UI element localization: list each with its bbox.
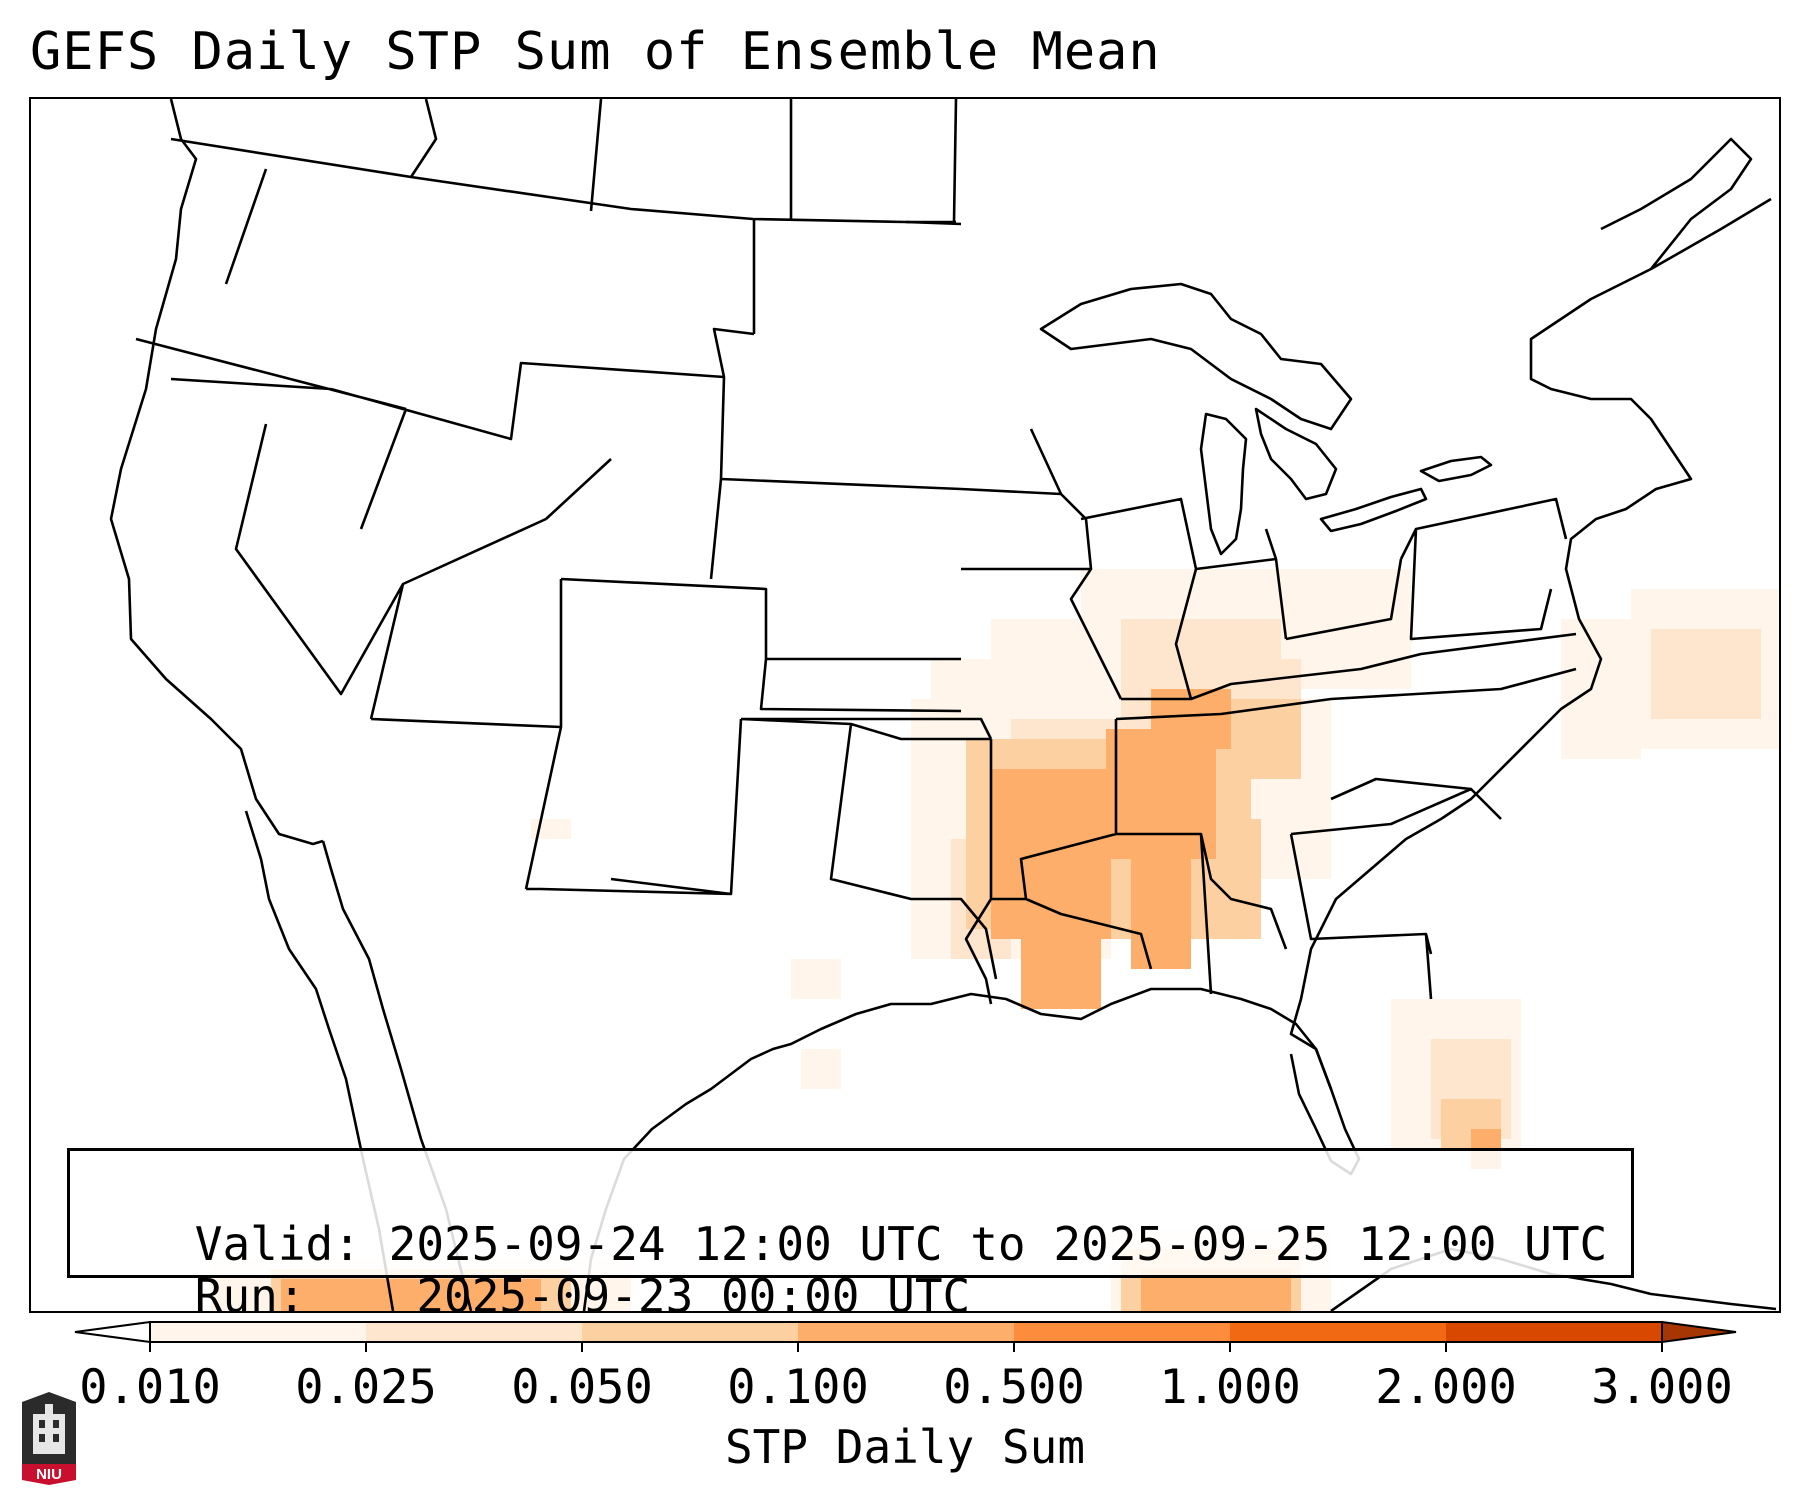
stp-cell	[991, 769, 1111, 939]
map-frame	[29, 97, 1781, 1313]
atlantic-coastline	[1289, 197, 1772, 1090]
colorbar-extend-high	[1661, 1320, 1737, 1344]
colorbar-tick-label: 0.010	[79, 1360, 221, 1415]
colorbar-extend-low	[74, 1320, 151, 1344]
stp-cell	[281, 1279, 541, 1311]
colorbar-tick-label: 2.000	[1375, 1360, 1517, 1415]
lake-huron	[1254, 407, 1338, 501]
colorbar-bin	[1446, 1322, 1663, 1342]
lake-ontario	[1419, 455, 1493, 483]
colorbar-tick-label: 3.000	[1591, 1360, 1733, 1415]
colorbar-tick-label: 0.500	[943, 1360, 1085, 1415]
valid-run-info-box: Valid: 2025-09-24 12:00 UTC to 2025-09-2…	[67, 1148, 1634, 1323]
colorbar-frame	[149, 1321, 1663, 1343]
colorbar-tick-label: 0.050	[511, 1360, 653, 1415]
lake-erie	[1319, 487, 1428, 533]
valid-value: 2025-09-24 12:00 UTC to 2025-09-25 12:00…	[388, 1217, 1608, 1271]
colorbar-bin	[150, 1322, 367, 1342]
colorbar-tick-label: 1.000	[1159, 1360, 1301, 1415]
colorbar-bin	[1014, 1322, 1231, 1342]
colorbar-segments	[74, 1320, 1737, 1352]
stp-cell	[1561, 619, 1641, 759]
run-label: Run:	[194, 1269, 306, 1323]
colorbar-label: STP Daily Sum	[724, 1420, 1086, 1474]
colorbar	[74, 1320, 1737, 1352]
stp-cell	[1131, 849, 1191, 969]
niu-logo: NIU	[19, 1390, 79, 1490]
stp-cell	[791, 959, 841, 999]
colorbar-tick-label: 0.100	[727, 1360, 869, 1415]
chart-title: GEFS Daily STP Sum of Ensemble Mean	[30, 22, 1161, 82]
colorbar-bin	[1230, 1322, 1447, 1342]
svg-text:NIU: NIU	[36, 1466, 62, 1483]
stp-cell	[1106, 729, 1216, 859]
colorbar-bin	[582, 1322, 799, 1342]
valid-label: Valid:	[194, 1217, 361, 1271]
boundary-lines	[135, 99, 1577, 1005]
lake-michigan	[1199, 412, 1248, 556]
pacific-coastline	[109, 99, 324, 846]
border-canada-us-west	[170, 137, 962, 226]
gulf-of-st-lawrence	[1600, 137, 1753, 270]
lake-superior	[1039, 282, 1353, 431]
colorbar-bin	[366, 1322, 583, 1342]
stp-field-layer	[211, 569, 1779, 1311]
run-value: 2025-09-23 00:00 UTC	[416, 1269, 971, 1323]
colorbar-tick-label: 0.025	[295, 1360, 437, 1415]
map-canvas	[109, 99, 1779, 1311]
stp-cell	[1021, 929, 1101, 1009]
stp-cell	[1651, 629, 1761, 719]
stp-cell	[801, 1049, 841, 1089]
colorbar-bin	[798, 1322, 1015, 1342]
border-canada-mid	[409, 99, 438, 178]
